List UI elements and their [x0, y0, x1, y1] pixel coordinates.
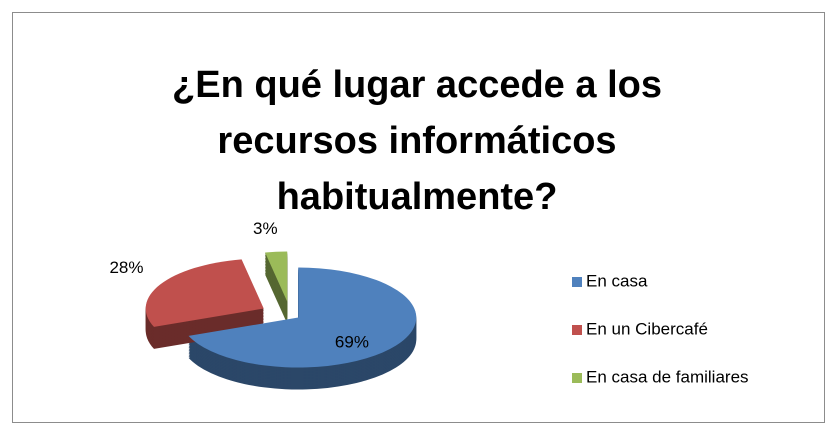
legend-label: En un Cibercafé [586, 319, 708, 338]
legend-label: En casa de familiares [586, 367, 749, 386]
slice [265, 251, 288, 302]
chart-title: ¿En qué lugar accede a los recursos info… [172, 64, 662, 218]
data-label: 28% [109, 258, 143, 277]
legend-label: En casa [586, 271, 648, 290]
chart-frame [12, 12, 825, 423]
legend-swatch [572, 325, 582, 335]
slice [145, 259, 264, 327]
data-label: 69% [335, 332, 369, 351]
data-label: 3% [253, 219, 278, 238]
slice [188, 267, 417, 368]
legend-swatch [572, 277, 582, 287]
legend-swatch [572, 373, 582, 383]
